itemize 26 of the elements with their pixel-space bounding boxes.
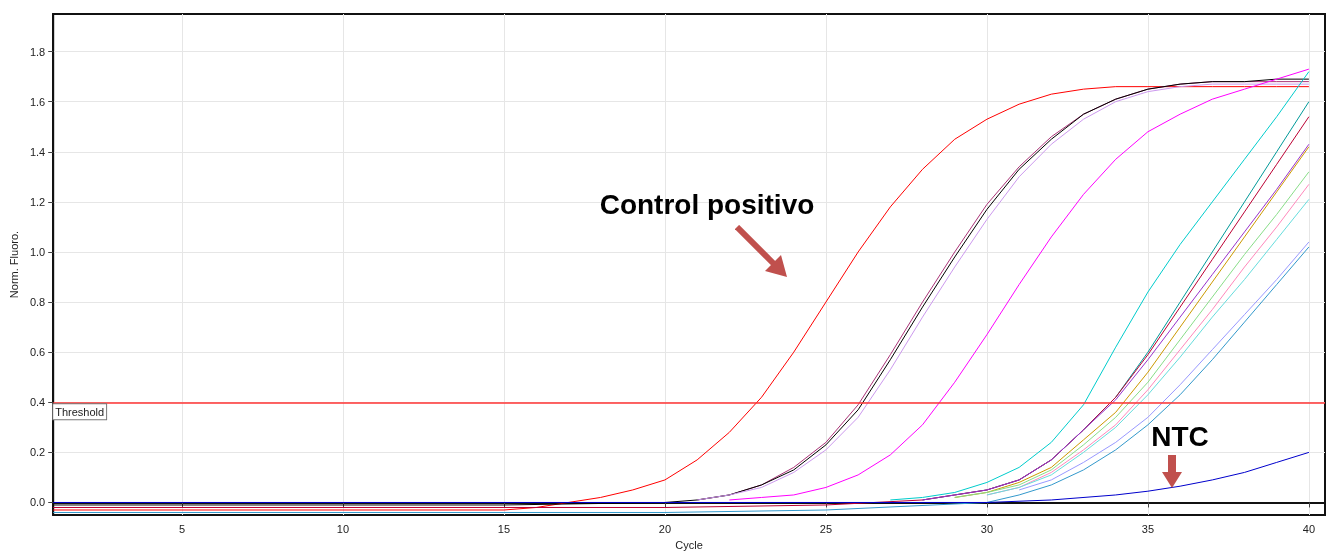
x-tick-label: 5 <box>178 522 186 535</box>
y-tick-label: 1.8 <box>29 45 46 58</box>
x-axis-title: Cycle <box>675 538 703 551</box>
y-tick-label: 0.0 <box>29 496 46 509</box>
ref-line-label: Threshold <box>55 405 105 418</box>
x-tick-label: 10 <box>336 522 350 535</box>
line-series <box>52 451 1310 503</box>
x-tick-label: 15 <box>497 522 511 535</box>
y-tick-label: 0.6 <box>29 346 46 359</box>
x-tick-label: 40 <box>1302 522 1316 535</box>
y-tick-label: 1.4 <box>29 145 46 158</box>
line-series <box>1018 241 1310 491</box>
y-tick-label: 1.2 <box>29 195 46 208</box>
x-tick-label: 20 <box>658 522 672 535</box>
annotation: Control positivo <box>599 189 815 221</box>
x-tick-label: 35 <box>1141 522 1155 535</box>
y-tick-label: 1.0 <box>29 245 46 258</box>
y-tick-label: 0.8 <box>29 296 46 309</box>
y-axis-title: Norm. Fluoro. <box>7 230 20 299</box>
y-tick-label: 1.6 <box>29 95 46 108</box>
x-tick-label: 25 <box>819 522 833 535</box>
line-series <box>52 246 1310 513</box>
y-tick-label: 0.4 <box>29 396 46 409</box>
x-tick-label: 30 <box>980 522 994 535</box>
y-tick-label: 0.2 <box>29 446 46 459</box>
annotation: NTC <box>1151 421 1209 453</box>
